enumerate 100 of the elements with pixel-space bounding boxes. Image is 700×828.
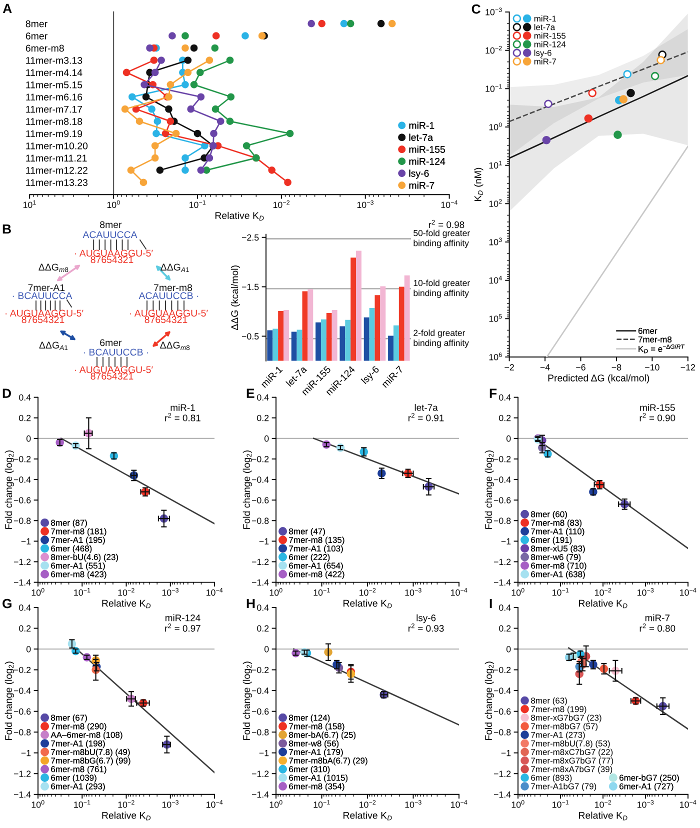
y-tick-label: 0 bbox=[506, 646, 511, 652]
text: 7mer-A1 bbox=[28, 284, 65, 292]
y-tick-label: −0.4 bbox=[494, 688, 511, 694]
y-tick-label: 0.4 bbox=[499, 604, 511, 611]
y-tick-label: 11mer-m5.15 bbox=[26, 82, 82, 88]
y-tick-label: −0.8 bbox=[252, 518, 269, 524]
text: ACAUUCCB · bbox=[138, 292, 198, 300]
x-tick-label: 10$^{−3}$ bbox=[638, 800, 654, 808]
legend-label: 6mer-m8 (422) bbox=[289, 571, 344, 579]
y-tick-label: −1 bbox=[501, 538, 511, 544]
legend-label: AA–6mer-m8 (108) bbox=[50, 732, 122, 740]
x-tick-label: −4 bbox=[540, 364, 550, 370]
y-tick-label: 11mer-m10.20 bbox=[26, 142, 88, 150]
y-tick-label: 0.4 bbox=[19, 604, 31, 611]
annotation: r$^{2}$ = 0.93 bbox=[408, 624, 444, 632]
y-tick-label: −1.2 bbox=[494, 558, 511, 565]
x-axis-title: Relative K$_{D}$ bbox=[344, 812, 392, 820]
y-tick-label: 10$^{4}$ bbox=[489, 276, 502, 284]
legend-label: 7mer-m8xC7bG7 (22) bbox=[531, 748, 613, 757]
x-axis-title: Predicted ΔG (kcal/mol) bbox=[548, 374, 650, 384]
text: · AUGUAAGGU-5′ bbox=[75, 366, 153, 374]
y-tick-label: −1.2 bbox=[494, 770, 511, 777]
y-axis-title: Fold change (log$_{2}$) bbox=[242, 450, 252, 529]
legend-label: 6mer-A1 (638) bbox=[531, 571, 585, 579]
legend-label: 6mer (310) bbox=[289, 766, 330, 774]
x-tick-label: 10$^{−2}$ bbox=[360, 800, 376, 808]
legend-label: 6mer-A1 (551) bbox=[51, 562, 105, 570]
y-tick-label: 10$^{−3}$ bbox=[486, 8, 502, 16]
y-tick-label: −1 bbox=[21, 750, 31, 756]
y-tick-label: 10$^{5}$ bbox=[489, 314, 502, 322]
text: ΔΔG$_{m8}$ bbox=[160, 342, 190, 350]
legend-label: miR-124 bbox=[534, 41, 566, 48]
y-tick-label: −0.8 bbox=[14, 518, 31, 524]
chart-title: D bbox=[2, 388, 11, 398]
legend-label: 8mer (87) bbox=[51, 520, 87, 528]
legend-label: 7mer-A1 (195) bbox=[51, 536, 105, 545]
legend-label: 6mer-A1 (1015) bbox=[289, 774, 348, 782]
x-axis-title: Relative K$_{D}$ bbox=[215, 212, 264, 220]
x-tick-label: 10$^{−3}$ bbox=[162, 588, 178, 596]
y-tick-label: 11mer-m8.18 bbox=[26, 118, 82, 125]
legend-label: 7mer-A1 (273) bbox=[531, 732, 585, 740]
y-tick-label: −0.2 bbox=[14, 456, 31, 462]
legend-label: 6mer (222) bbox=[289, 554, 330, 562]
x-tick-label: −2 bbox=[504, 364, 514, 370]
y-tick-label: 11mer-m13.23 bbox=[26, 179, 88, 186]
y-tick-label: −1.4 bbox=[14, 579, 31, 586]
text: · AUGUAAGGU-5′ bbox=[130, 310, 208, 317]
legend-label: 8mer-xU5 (83) bbox=[531, 545, 585, 554]
legend-label: 7mer-m8 (135) bbox=[289, 536, 344, 545]
annotation: r$^{2}$ = 0.80 bbox=[640, 624, 676, 632]
legend-label: 7mer-A1 (110) bbox=[531, 528, 584, 536]
y-tick-label: 8mer bbox=[26, 20, 48, 28]
y-tick-label: −0.4 bbox=[14, 476, 31, 483]
y-tick-label: 11mer-m9.19 bbox=[26, 130, 82, 138]
text: ΔΔG$_{m8}$ bbox=[38, 264, 68, 272]
text: · BCAUUCCA bbox=[12, 292, 72, 300]
y-tick-label: −0.2 bbox=[14, 666, 31, 674]
legend-label: 8mer-w6 (79) bbox=[531, 554, 581, 562]
y-tick-label: −0.8 bbox=[14, 729, 31, 736]
text: · AUGUAAGGU-5′ bbox=[6, 310, 84, 317]
legend-label: miR-1 bbox=[409, 122, 434, 129]
text: 87654321 bbox=[22, 316, 64, 324]
y-tick-label: −0.4 bbox=[252, 476, 269, 483]
y-tick-label: −0.6 bbox=[494, 708, 511, 715]
legend-label: miR-155 bbox=[409, 146, 446, 153]
text: ΔΔG$_{A1}$ bbox=[160, 264, 189, 272]
y-tick-label: −1.2 bbox=[14, 770, 31, 777]
chart-title: E bbox=[246, 388, 254, 398]
y-tick-label: 0 bbox=[26, 435, 31, 442]
legend-label: 8mer (63) bbox=[531, 697, 567, 706]
annotation: lsy-6 bbox=[416, 614, 436, 624]
x-tick-label: 10$^{−4}$ bbox=[451, 588, 468, 596]
chart-title: H bbox=[246, 598, 255, 608]
text: 87654321 bbox=[90, 256, 134, 264]
y-tick-label: −0.6 bbox=[14, 708, 31, 715]
legend-label: miR-1 bbox=[534, 15, 556, 22]
chart-title: C bbox=[472, 4, 480, 14]
x-tick-label: 10$^{−1}$ bbox=[314, 588, 330, 596]
legend-label: 6mer bbox=[638, 328, 658, 334]
legend-label: 8mer (67) bbox=[51, 714, 87, 722]
x-tick-label: 10$^{−3}$ bbox=[357, 200, 374, 208]
legend-label: 7mer-m8bU(7.8) (49) bbox=[51, 748, 130, 757]
legend-label: miR-155 bbox=[534, 32, 566, 39]
annotation: miR-7 bbox=[645, 614, 670, 622]
x-tick-label: 10$^{−1}$ bbox=[552, 588, 569, 596]
legend-label: 6mer-m8 (354) bbox=[289, 783, 344, 792]
legend-label: 6mer-bG7 (250) bbox=[620, 774, 679, 782]
legend-label: lsy-6 bbox=[534, 50, 552, 58]
y-tick-label: 11mer-m6.16 bbox=[26, 94, 82, 101]
legend-label: lsy-6 bbox=[409, 170, 429, 179]
text: 6mer bbox=[100, 339, 122, 346]
y-tick-label: −1.4 bbox=[494, 792, 511, 798]
legend-label: 8mer (47) bbox=[289, 528, 325, 536]
x-tick-label: 10$^{−2}$ bbox=[118, 800, 134, 808]
annotation: miR-1 bbox=[170, 404, 195, 411]
y-tick-label: 6mer bbox=[26, 32, 48, 40]
x-tick-label: −8 bbox=[612, 364, 622, 370]
x-tick-label: −12 bbox=[680, 364, 695, 370]
y-tick-label: 11mer-m3.13 bbox=[26, 56, 82, 64]
y-tick-label: 11mer-m7.17 bbox=[26, 106, 82, 113]
